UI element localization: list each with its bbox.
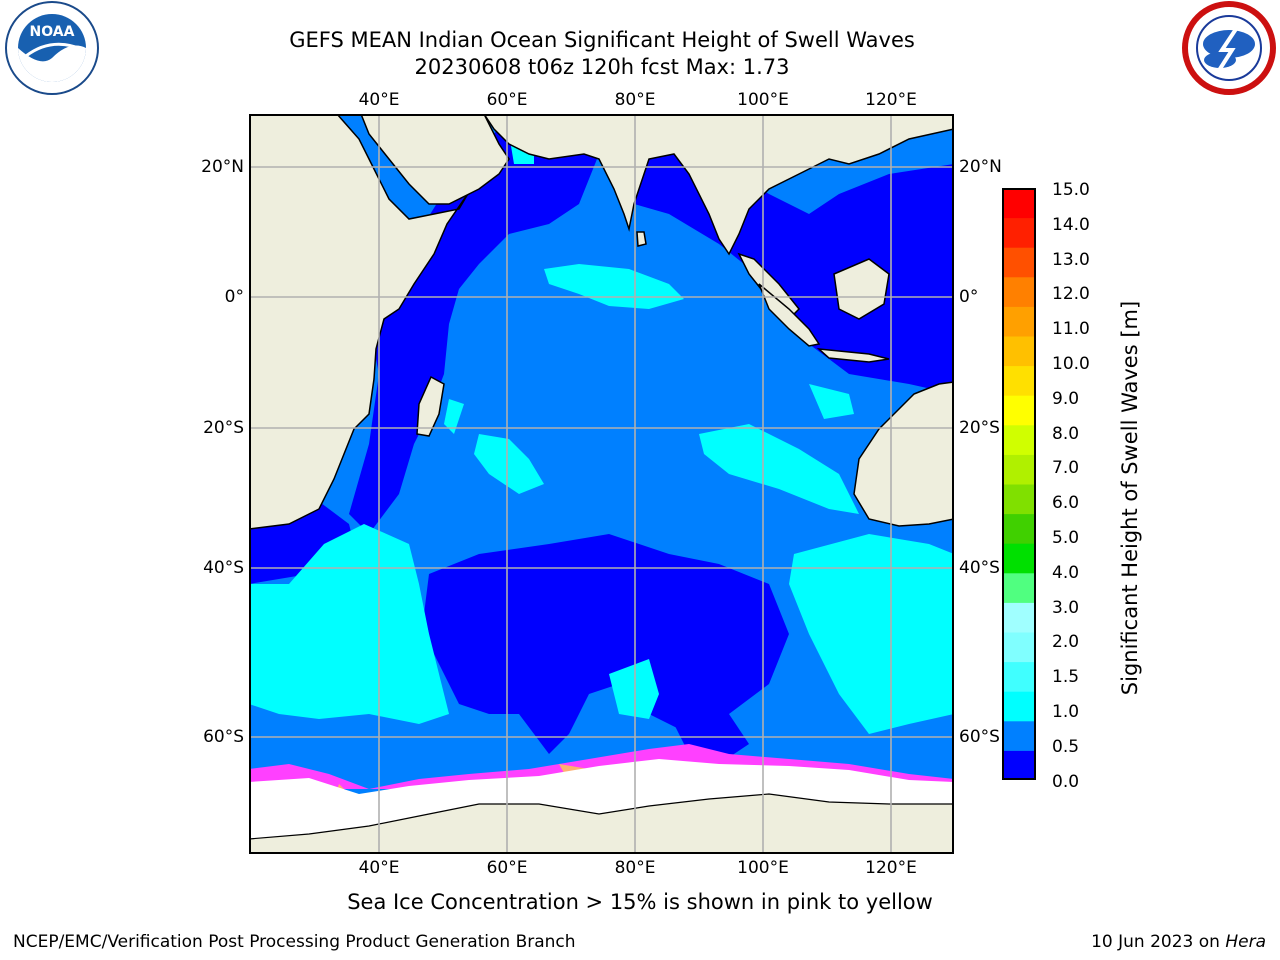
colorbar-frame [1002,188,1036,780]
colorbar-segment [1002,543,1036,574]
colorbar-segment [1002,750,1036,780]
lon-label-top-60e: 60°E [486,90,528,110]
footer-credit: NCEP/EMC/Verification Post Processing Pr… [13,932,576,952]
colorbar-segment [1002,454,1036,485]
colorbar-segment [1002,247,1036,278]
lon-label-top-40e: 40°E [358,90,400,110]
lon-label-bottom-60e: 60°E [486,858,528,878]
colorbar-tick-label: 5.0 [1052,528,1080,548]
chart-title: GEFS MEAN Indian Ocean Significant Heigh… [289,28,915,52]
colorbar-segment [1002,424,1036,455]
colorbar-label: Significant Height of Swell Waves [m] [1118,300,1142,696]
lat-label-left-0: 0° [224,287,244,307]
colorbar-tick-label: 8.0 [1052,423,1080,444]
borneo [833,258,890,320]
colorbar-segment [1002,217,1036,248]
colorbar-segment [1002,661,1036,692]
arabia [360,114,510,205]
colorbar-tick-label: 11.0 [1052,319,1090,340]
lon-label-bottom-100e: 100°E [737,858,789,878]
lat-label-right-20s: 20°S [959,418,1000,438]
lon-label-top-80e: 80°E [614,90,656,110]
colorbar-segment [1002,691,1036,722]
colorbar-segment [1002,336,1036,367]
graticule [249,114,954,854]
lat-label-left-20s: 20°S [203,418,244,438]
lat-label-right-40s: 40°S [959,558,1000,578]
colorbar-tick-label: 9.0 [1052,388,1080,409]
colorbar-tick-label: 3.0 [1052,597,1080,618]
colorbar-segment [1002,306,1036,337]
colorbar-tick-label: 6.0 [1052,493,1080,514]
colorbar [1002,188,1036,780]
colorbar-tick-label: 2.0 [1052,632,1080,653]
footer-date-text: 10 Jun 2023 on [1091,932,1226,952]
lat-label-left-20n: 20°N [201,157,244,177]
colorbar-tick-label: 7.0 [1052,458,1080,479]
footer-date: 10 Jun 2023 on Hera [1091,932,1266,952]
swell-height-map [249,114,954,854]
colorbar-segment [1002,188,1036,219]
colorbar-segment [1002,395,1036,426]
sumatra [758,283,821,347]
colorbar-segment [1002,720,1036,751]
colorbar-tick-label: 10.0 [1052,354,1090,374]
lat-label-left-40s: 40°S [203,558,244,578]
colorbar-tick-label: 4.0 [1052,562,1080,583]
nws-logo [1182,1,1276,95]
swell-moderate-zones [249,134,954,734]
colorbar-tick-label: 1.0 [1052,702,1080,722]
colorbar-segment [1002,365,1036,396]
malay-peninsula [737,252,801,315]
colorbar-tick-label: 0.5 [1052,736,1080,757]
colorbar-segment [1002,513,1036,544]
lon-label-bottom-120e: 120°E [865,858,917,878]
land-masses [249,114,954,530]
sea-ice-note: Sea Ice Concentration > 15% is shown in … [347,890,933,914]
lon-label-bottom-40e: 40°E [358,858,400,878]
madagascar [416,375,445,437]
colorbar-tick-label: 12.0 [1052,284,1090,305]
colorbar-segment [1002,572,1036,603]
chart-subtitle: 20230608 t06z 120h fcst Max: 1.73 [414,55,790,79]
lon-label-top-100e: 100°E [737,90,789,110]
lon-label-top-120e: 120°E [865,90,917,110]
colorbar-tick-label: 1.5 [1052,667,1080,688]
lat-label-right-60s: 60°S [959,727,1000,747]
noaa-logo: NOAA [5,1,99,95]
map-frame [249,114,954,854]
colorbar-tick-label: 13.0 [1052,249,1090,270]
lat-label-right-20n: 20°N [959,157,1002,177]
java [816,348,890,363]
colorbar-tick-label: 0.0 [1052,771,1080,792]
lat-label-right-0: 0° [959,287,979,307]
australia [853,381,954,527]
sri-lanka [636,231,647,247]
colorbar-segment [1002,276,1036,307]
footer-machine: Hera [1225,932,1266,952]
india-asia [483,114,954,256]
lon-label-bottom-80e: 80°E [614,858,656,878]
colorbar-tick-label: 15.0 [1052,180,1090,200]
lat-label-left-60s: 60°S [203,727,244,747]
colorbar-tick-label: 14.0 [1052,214,1090,235]
colorbar-segment [1002,602,1036,633]
noaa-logo-text: NOAA [30,24,75,40]
antarctica-land [249,793,954,854]
colorbar-segment [1002,632,1036,663]
colorbar-segment [1002,484,1036,515]
